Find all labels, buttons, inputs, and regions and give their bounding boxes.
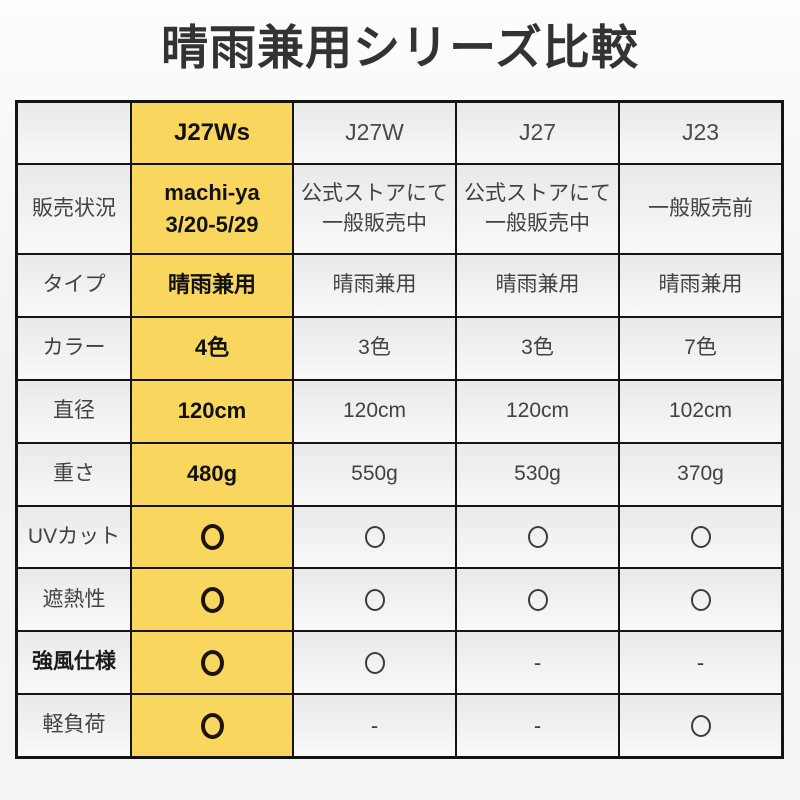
table-cell: 晴雨兼用 [294,255,455,316]
cell-text: 120cm [505,398,570,422]
cell-text: 晴雨兼用 [167,272,256,298]
table-cell [620,695,781,756]
table-cell [294,569,455,631]
circle-icon [690,714,711,737]
table-cell: 公式ストアにて 一般販売中 [294,165,455,253]
table-cell [294,506,455,568]
cell-text: 102cm [668,398,733,422]
table-cell: 370g [620,443,781,505]
row-label: タイプ [18,255,130,316]
circle-icon [364,588,385,611]
corner-cell [18,103,130,163]
cell-text: 3/20-5/29 [165,212,259,237]
table-cell [620,569,781,631]
cell-text: 4色 [194,335,230,361]
table-cell: 530g [457,443,618,505]
cell-text: 公式ストアにて [301,181,448,205]
circle-bold-icon [200,586,224,613]
table-cell [132,632,292,694]
table-cell [294,632,455,694]
dash-mark: - [533,649,542,675]
circle-bold-icon [200,649,224,676]
cell-text: 530g [514,461,561,485]
circle-icon [690,588,711,611]
circle-bold-icon [200,712,224,739]
cell-text: 370g [677,461,724,485]
dash-mark: - [696,649,705,675]
row-label: UVカット [18,506,130,568]
table-cell: 120cm [294,380,455,442]
row-label: 強風仕様 [18,632,130,694]
table-cell [457,569,618,631]
table-cell: 公式ストアにて 一般販売中 [457,165,618,253]
table-cell: 4色 [132,317,292,379]
column-header-j27w: J27W [294,103,455,163]
circle-icon [690,525,711,548]
row-label: 重さ [18,443,130,505]
cell-text: 一般販売中 [485,212,590,235]
table-cell: machi-ya 3/20-5/29 [132,165,292,253]
cell-text: 晴雨兼用 [658,273,743,297]
table-cell: 102cm [620,380,781,442]
cell-text: 7色 [684,336,717,360]
table-cell: 晴雨兼用 [620,255,781,316]
table-cell: 3色 [294,317,455,379]
circle-bold-icon [200,523,224,550]
column-header-j27: J27 [457,103,618,163]
circle-icon [364,525,385,548]
cell-text: 一般販売中 [322,212,427,235]
table-cell [132,569,292,631]
cell-text: 550g [351,461,398,485]
table-cell: 晴雨兼用 [132,255,292,316]
cell-text: 480g [186,461,238,487]
dash-mark: - [533,712,542,738]
dash-mark: - [370,712,379,738]
circle-icon [364,651,385,674]
row-label: 販売状況 [18,165,130,253]
cell-text: 公式ストアにて [464,181,611,205]
cell-text: machi-ya [164,180,260,206]
table-cell [620,506,781,568]
page-title: 晴雨兼用シリーズ比較 [161,21,639,74]
table-cell: 晴雨兼用 [457,255,618,316]
cell-text: 120cm [342,398,407,422]
column-header-j23: J23 [620,103,781,163]
table-cell: 120cm [457,380,618,442]
table-cell: 550g [294,443,455,505]
table-cell: - [620,632,781,694]
row-label: 直径 [18,380,130,442]
row-label: 軽負荷 [18,695,130,756]
row-label: カラー [18,317,130,379]
table-cell [132,506,292,568]
row-label: 遮熱性 [18,569,130,631]
cell-text: 3色 [358,336,391,360]
cell-text: 3色 [521,336,554,360]
table-cell: 7色 [620,317,781,379]
table-cell: - [294,695,455,756]
table-cell: - [457,632,618,694]
table-cell: - [457,695,618,756]
cell-text: 晴雨兼用 [495,273,580,297]
comparison-table: J27Ws J27W J27 J23 販売状況 machi-ya 3/20-5/29 公式スト… [15,100,784,759]
table-cell: 一般販売前 [620,165,781,253]
table-cell: 480g [132,443,292,505]
circle-icon [527,588,548,611]
cell-text: 一般販売前 [648,196,753,220]
cell-text: 晴雨兼用 [332,273,417,297]
table-cell: 3色 [457,317,618,379]
cell-text: 120cm [177,398,247,424]
table-cell [457,506,618,568]
table-cell [132,695,292,756]
circle-icon [527,525,548,548]
table-cell: 120cm [132,380,292,442]
column-header-j27ws: J27Ws [132,103,292,163]
